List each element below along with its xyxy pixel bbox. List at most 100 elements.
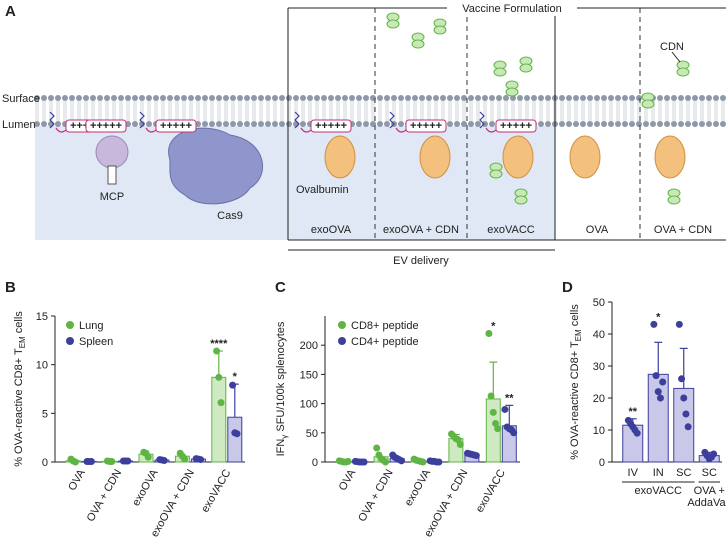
lipid-head xyxy=(713,95,719,101)
tag-text: +++++ xyxy=(315,120,347,132)
lipid-head xyxy=(69,95,75,101)
lipid-head xyxy=(412,95,418,101)
lipid-head xyxy=(566,95,572,101)
lipid-head xyxy=(188,95,194,101)
lipid-head xyxy=(454,95,460,101)
y-axis-label: % OVA-reactive CD8+ TEM cells xyxy=(13,311,27,467)
x-tick-label: OVA xyxy=(337,467,359,493)
lipid-head xyxy=(713,121,719,127)
lipid-head xyxy=(279,95,285,101)
lipid-head xyxy=(454,121,460,127)
legend-label: Lung xyxy=(79,320,103,332)
cdn xyxy=(514,195,528,205)
y-tick-label: 40 xyxy=(593,329,605,341)
cdn xyxy=(519,63,533,73)
significance: * xyxy=(233,371,238,383)
data-point xyxy=(87,458,95,466)
legend-label: CD4+ peptide xyxy=(351,336,419,348)
lipid-head xyxy=(363,121,369,127)
data-point xyxy=(344,457,352,465)
tag-box xyxy=(155,119,197,133)
lipid-head xyxy=(202,95,208,101)
x-tick-label: IN xyxy=(653,467,664,479)
data-point xyxy=(435,458,443,466)
lipid-head xyxy=(139,121,145,127)
data-point xyxy=(633,429,641,437)
lipid-head xyxy=(356,121,362,127)
y-label-part: cells xyxy=(569,304,581,330)
lipid-head xyxy=(307,95,313,101)
lipid-head xyxy=(48,121,54,127)
lipid-head xyxy=(706,95,712,101)
lipid-head xyxy=(146,95,152,101)
column-label: OVA xyxy=(586,224,609,236)
lipid-head xyxy=(706,121,712,127)
panel-label: A xyxy=(5,3,16,20)
cdn-label: CDN xyxy=(660,41,684,53)
lipid-head xyxy=(41,121,47,127)
data-point xyxy=(71,458,79,466)
lipid-head xyxy=(657,95,663,101)
lipid-head xyxy=(461,121,467,127)
lipid-head xyxy=(678,95,684,101)
column-label: exoVACC xyxy=(487,224,535,236)
panel-label: D xyxy=(562,279,573,296)
lipid-head xyxy=(573,95,579,101)
lipid-head xyxy=(671,95,677,101)
legend-marker xyxy=(66,337,74,345)
ovalbumin xyxy=(654,135,686,179)
column-label: exoOVA xyxy=(311,224,352,236)
lipid-head xyxy=(384,121,390,127)
cdn xyxy=(676,67,690,77)
y-tick-label: 200 xyxy=(300,340,318,352)
lipid-head xyxy=(293,95,299,101)
bar xyxy=(647,373,669,463)
data-point xyxy=(678,375,686,383)
lipid-head xyxy=(384,95,390,101)
lipid-head xyxy=(300,121,306,127)
lipid-head xyxy=(489,121,495,127)
lipid-head xyxy=(405,95,411,101)
lipid-head xyxy=(622,95,628,101)
mcp-shape xyxy=(95,135,129,169)
y-tick-label: 10 xyxy=(36,360,48,372)
y-tick-label: 30 xyxy=(593,361,605,373)
lipid-head xyxy=(90,95,96,101)
lipid-head xyxy=(251,95,257,101)
lipid-head xyxy=(615,95,621,101)
lipid-head xyxy=(531,95,537,101)
panel-label: B xyxy=(5,279,16,296)
data-point xyxy=(487,392,495,400)
tag-text: +++++ xyxy=(410,120,442,132)
x-tick-label: exoOVA xyxy=(403,467,434,508)
lipid-head xyxy=(482,95,488,101)
x-tick-label: exoOVA xyxy=(130,467,161,508)
cdn xyxy=(386,19,400,29)
data-point xyxy=(233,430,241,438)
lipid-head xyxy=(650,121,656,127)
membrane xyxy=(34,95,726,127)
lipid-head xyxy=(342,95,348,101)
lipid-head xyxy=(363,95,369,101)
lipid-head xyxy=(132,121,138,127)
data-point xyxy=(710,450,718,458)
x-tick-label: SC xyxy=(676,467,691,479)
data-point xyxy=(656,394,664,402)
group-label: exoVACC xyxy=(635,485,683,497)
lipid-head xyxy=(153,95,159,101)
lipid-head xyxy=(48,95,54,101)
data-point xyxy=(510,429,518,437)
lipid-head xyxy=(587,95,593,101)
data-point xyxy=(217,399,225,407)
y-tick-label: 50 xyxy=(306,428,318,440)
data-point xyxy=(494,425,502,433)
lipid-head xyxy=(237,121,243,127)
group-label: OVA + xyxy=(694,485,725,497)
data-point xyxy=(654,388,662,396)
diagram: Vaccine Formulation A Surface Lumen MCP … xyxy=(2,0,726,267)
data-point xyxy=(181,455,189,463)
lipid-head xyxy=(699,95,705,101)
lipid-head xyxy=(272,121,278,127)
data-point xyxy=(398,457,405,465)
lipid-head xyxy=(419,95,425,101)
